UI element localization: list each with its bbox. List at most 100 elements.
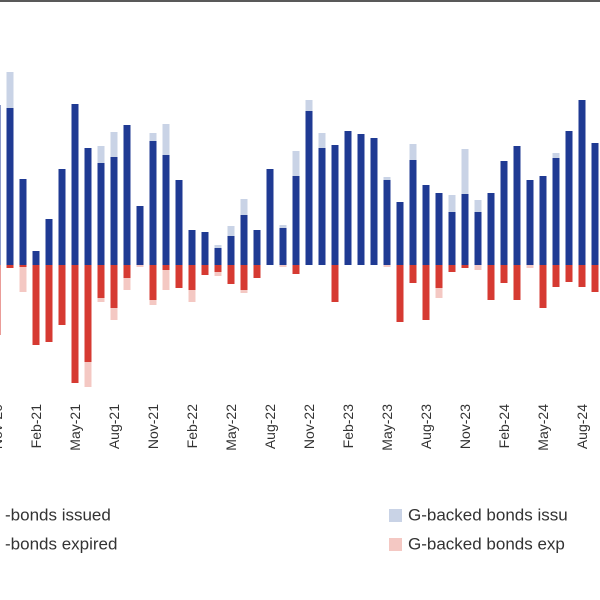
bar-segment xyxy=(305,100,313,111)
bar-segment xyxy=(526,265,534,268)
bar-segment xyxy=(513,146,521,265)
x-tick-label: Nov-21 xyxy=(145,404,161,449)
bar-segment xyxy=(279,265,287,267)
bar-segment xyxy=(201,265,209,275)
bar-segment xyxy=(435,193,443,265)
bar-segment xyxy=(84,265,92,362)
x-tick-label: Aug-22 xyxy=(262,404,278,449)
bar-segment xyxy=(435,288,443,298)
bar-segment xyxy=(162,265,170,270)
bar-segment xyxy=(318,133,326,148)
bar-segment xyxy=(0,105,1,265)
bar-segment xyxy=(500,161,508,265)
bar-segment xyxy=(565,265,573,282)
bar-segment xyxy=(253,230,261,265)
bar-segment xyxy=(591,143,599,265)
bar-segment xyxy=(292,151,300,176)
bar-segment xyxy=(474,200,482,212)
bar-segment xyxy=(240,265,248,290)
bar-segment xyxy=(422,265,430,320)
bar-segment xyxy=(110,157,118,265)
bar-segment xyxy=(539,176,547,265)
bar-segment xyxy=(240,290,248,293)
bar-segment xyxy=(149,133,157,141)
bar-segment xyxy=(487,265,495,300)
bar-segment xyxy=(110,265,118,308)
x-tick-label: Nov-22 xyxy=(301,404,317,449)
bar-segment xyxy=(110,132,118,157)
bar-segment xyxy=(149,265,157,300)
x-tick-label: Feb-21 xyxy=(28,404,44,449)
x-tick-label: Nov-23 xyxy=(457,404,473,449)
bar-segment xyxy=(305,111,313,265)
bar-segment xyxy=(396,202,404,265)
bar-segment xyxy=(123,125,131,265)
bar-segment xyxy=(331,145,339,265)
bar-segment xyxy=(123,278,131,290)
bar-segment xyxy=(357,134,365,265)
bar-segment xyxy=(84,362,92,387)
bar-segment xyxy=(6,72,14,108)
bar-segment xyxy=(409,265,417,283)
bar-segment xyxy=(461,194,469,265)
bar-segment xyxy=(19,179,27,265)
bar-segment xyxy=(149,300,157,305)
bar-segment xyxy=(97,146,105,163)
x-tick-label: Feb-22 xyxy=(184,404,200,449)
bar-segment xyxy=(396,265,404,322)
bar-segment xyxy=(292,265,300,274)
bar-segment xyxy=(448,212,456,265)
legend-swatch xyxy=(389,509,402,522)
bar-segment xyxy=(149,141,157,265)
bar-segment xyxy=(201,232,209,265)
legend-label: G-backed bonds exp xyxy=(408,534,565,553)
bar-segment xyxy=(214,265,222,272)
bar-segment xyxy=(578,100,586,265)
bar-segment xyxy=(409,160,417,265)
bar-segment xyxy=(188,290,196,302)
bar-segment xyxy=(383,177,391,180)
bar-segment xyxy=(45,219,53,265)
bar-segment xyxy=(253,265,261,278)
bar-segment xyxy=(214,248,222,265)
bar-segment xyxy=(344,131,352,265)
x-tick-label: Aug-24 xyxy=(574,404,590,449)
legend-swatch xyxy=(389,538,402,551)
bar-segment xyxy=(565,131,573,265)
bar-segment xyxy=(474,265,482,270)
bar-segment xyxy=(71,265,79,383)
bar-segment xyxy=(370,138,378,265)
x-tick-label: Aug-23 xyxy=(418,404,434,449)
bar-segment xyxy=(227,265,235,284)
x-tick-label: May-21 xyxy=(67,404,83,451)
legend-label: -bonds expired xyxy=(5,534,117,553)
bar-segment xyxy=(123,265,131,278)
bar-segment xyxy=(461,265,469,268)
bar-segment xyxy=(136,206,144,265)
bar-segment xyxy=(552,265,560,287)
bar-segment xyxy=(266,169,274,265)
bar-segment xyxy=(97,298,105,302)
bar-segment xyxy=(97,265,105,298)
x-tick-label: May-23 xyxy=(379,404,395,451)
bar-segment xyxy=(58,265,66,325)
bar-segment xyxy=(435,265,443,288)
bar-segment xyxy=(331,265,339,302)
bar-segment xyxy=(591,265,599,292)
bar-segment xyxy=(487,193,495,265)
bar-segment xyxy=(513,265,521,300)
bar-segment xyxy=(500,265,508,283)
bar-segment xyxy=(552,153,560,158)
bar-segment xyxy=(6,265,14,268)
x-tick-label: Feb-23 xyxy=(340,404,356,449)
bar-segment xyxy=(162,270,170,290)
bar-segment xyxy=(526,180,534,265)
bar-segment xyxy=(240,215,248,265)
bar-segment xyxy=(97,163,105,265)
bar-segment xyxy=(552,158,560,265)
bar-segment xyxy=(279,228,287,265)
bar-segment xyxy=(6,108,14,265)
x-tick-label: May-22 xyxy=(223,404,239,451)
legend-label: -bonds issued xyxy=(5,505,111,524)
x-tick-label: Feb-24 xyxy=(496,404,512,449)
